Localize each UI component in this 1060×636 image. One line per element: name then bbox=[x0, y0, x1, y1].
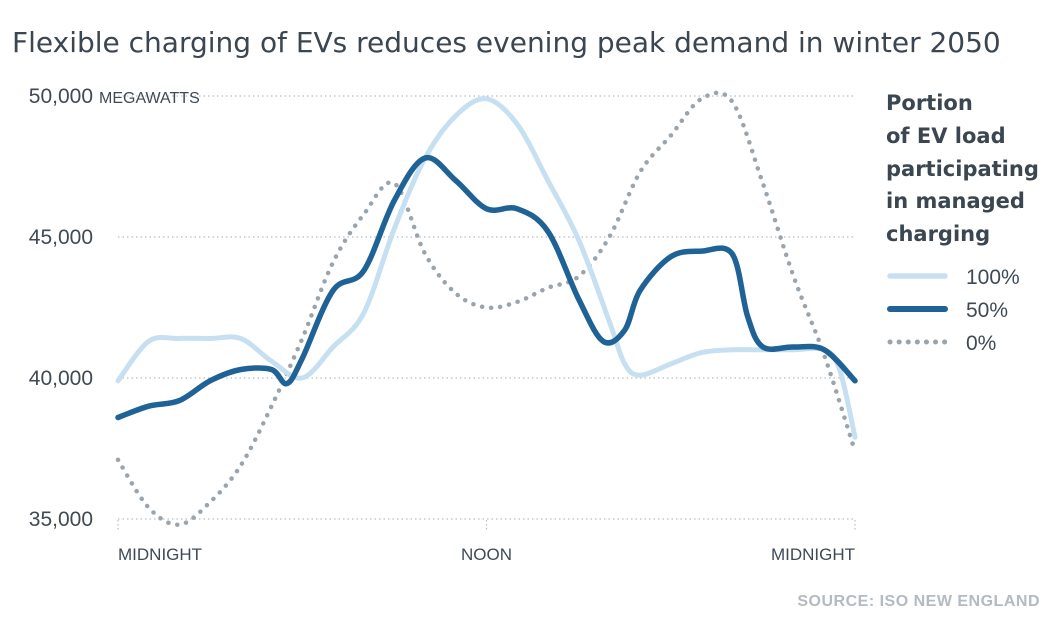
grid bbox=[118, 95, 855, 520]
series-line-0pct bbox=[115, 90, 858, 527]
series-line-100pct bbox=[115, 96, 858, 440]
series-lines bbox=[115, 90, 858, 527]
legend-label-0pct: 0% bbox=[966, 332, 996, 355]
y-tick-label: 40,000 bbox=[29, 367, 93, 390]
x-tick-label: NOON bbox=[461, 545, 512, 564]
legend: Portion of EV load participating in mana… bbox=[886, 91, 1039, 355]
legend-label-100pct: 100% bbox=[966, 266, 1020, 289]
series-line-50pct bbox=[115, 154, 858, 421]
legend-title-line-4: in managed bbox=[886, 189, 1025, 213]
y-unit-label: MEGAWATTS bbox=[99, 90, 200, 107]
chart-title: Flexible charging of EVs reduces evening… bbox=[12, 26, 1001, 59]
legend-label-50pct: 50% bbox=[966, 299, 1008, 322]
legend-title-line-2: of EV load bbox=[886, 124, 1006, 148]
source-note: SOURCE: ISO NEW ENGLAND bbox=[797, 593, 1040, 610]
legend-title-line-3: participating bbox=[886, 157, 1039, 181]
legend-title-line-1: Portion bbox=[886, 91, 973, 115]
y-tick-label: 45,000 bbox=[29, 226, 93, 249]
y-tick-label: 50,000 bbox=[29, 85, 93, 108]
x-tick-label: MIDNIGHT bbox=[771, 545, 855, 564]
y-axis: 50,000 45,000 40,000 35,000 bbox=[29, 85, 93, 531]
x-axis: MIDNIGHT NOON MIDNIGHT bbox=[117, 520, 856, 564]
y-tick-label: 35,000 bbox=[29, 508, 93, 531]
legend-title-line-5: charging bbox=[886, 222, 990, 246]
x-tick-label: MIDNIGHT bbox=[118, 545, 202, 564]
